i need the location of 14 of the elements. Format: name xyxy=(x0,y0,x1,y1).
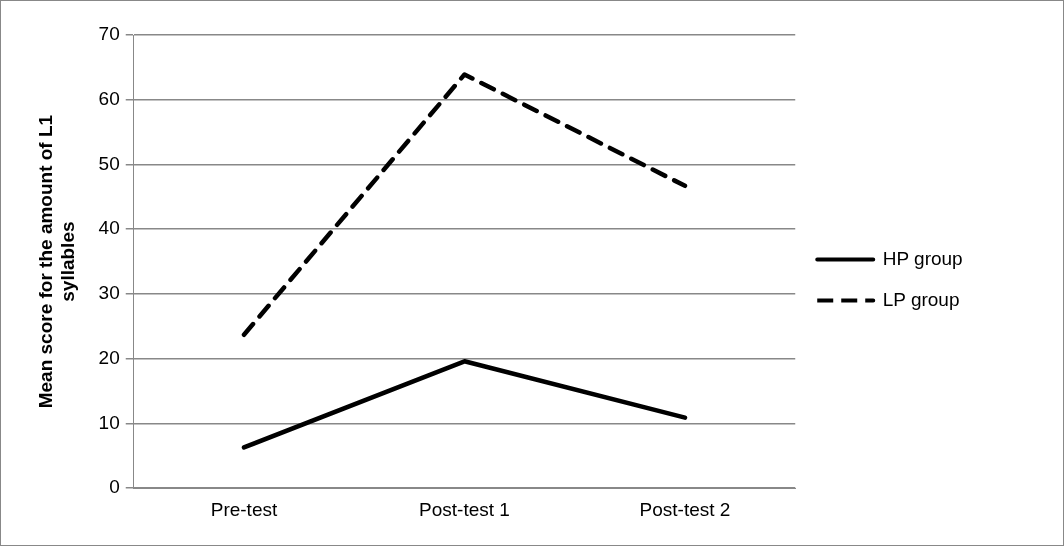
y-tick-label: 10 xyxy=(98,411,120,433)
y-tick-label: 30 xyxy=(98,282,120,304)
legend-label: LP group xyxy=(882,288,960,310)
y-tick-label: 20 xyxy=(98,346,120,368)
x-tick-label: Pre-test xyxy=(210,498,278,520)
y-tick-label: 40 xyxy=(98,217,120,239)
y-tick-label: 60 xyxy=(98,87,120,109)
y-tick-label: 0 xyxy=(109,476,120,498)
y-axis-title: Mean score for the amount of L1 syllables xyxy=(34,114,79,409)
x-tick-label: Post-test 2 xyxy=(639,498,731,520)
x-tick-label: Post-test 1 xyxy=(419,498,510,520)
y-tick-label: 70 xyxy=(98,23,120,45)
y-tick-label: 50 xyxy=(98,152,120,174)
legend-label: HP group xyxy=(882,247,963,269)
